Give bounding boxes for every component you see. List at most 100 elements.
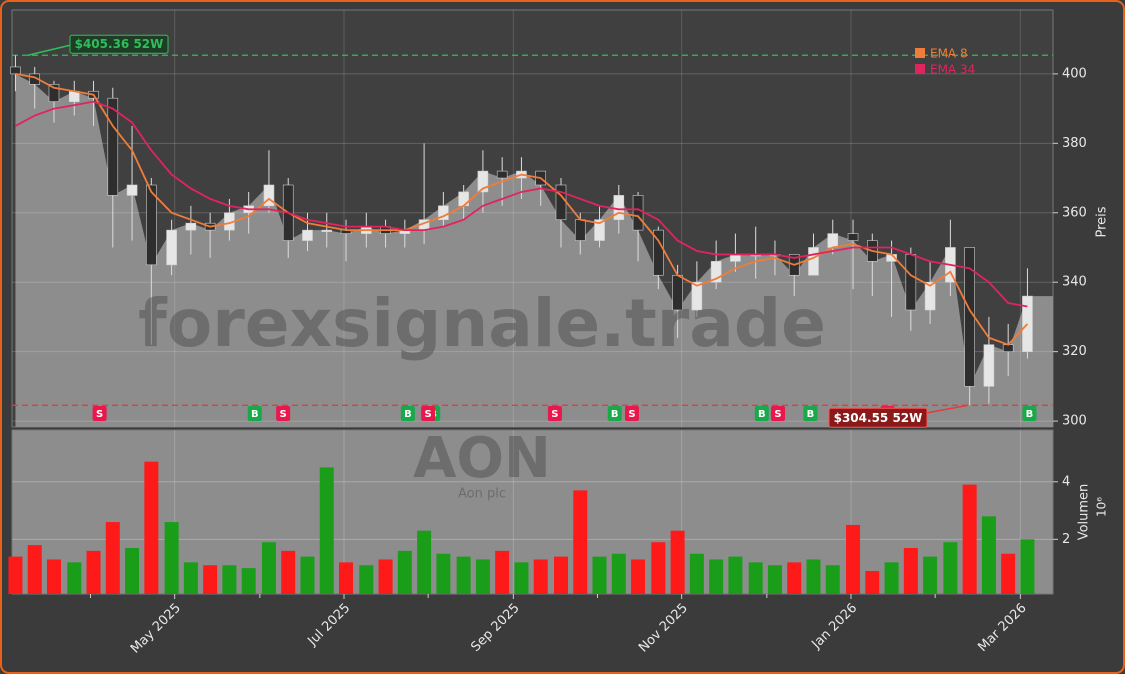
candle-body	[653, 229, 664, 276]
volume-bar	[300, 556, 315, 594]
signal-label: B	[807, 409, 815, 420]
signal-marker	[624, 406, 639, 421]
candle-body	[847, 233, 859, 241]
price-area	[15, 73, 1054, 427]
volume-bar	[533, 559, 548, 594]
volume-bar	[144, 461, 159, 594]
volume-bar	[164, 522, 179, 594]
volume-bar	[709, 559, 724, 594]
volume-bar	[436, 553, 451, 594]
candle-body	[827, 233, 839, 248]
candle-body	[166, 229, 177, 266]
volume-bar	[46, 559, 61, 594]
candle-body	[613, 195, 625, 221]
volume-bar	[359, 565, 374, 594]
volume-multiplier: 10⁶	[1095, 497, 1109, 517]
candle-body	[710, 261, 722, 283]
high-52w-label: $405.36 52W	[75, 37, 164, 51]
signal-marker	[607, 406, 622, 421]
volume-bar	[27, 545, 42, 594]
candle-body	[555, 184, 567, 221]
volume-bar	[417, 530, 432, 594]
volume-bar	[1001, 553, 1016, 594]
volume-bar	[203, 565, 218, 594]
candle-body	[730, 254, 741, 262]
volume-bar	[125, 547, 140, 594]
signal-label: S	[280, 409, 287, 420]
volume-bar	[943, 542, 958, 594]
volume-bar	[748, 562, 763, 594]
volume-bar	[475, 559, 490, 594]
candle-body	[574, 219, 586, 241]
signal-marker	[421, 406, 436, 421]
y-tick-label: 400	[1062, 66, 1087, 81]
y-tick-label: 2	[1062, 532, 1070, 547]
candle-body	[632, 195, 644, 231]
volume-bar	[611, 553, 626, 594]
volume-bar	[903, 547, 918, 594]
legend-label: EMA 34	[930, 63, 975, 77]
signal-marker	[400, 406, 415, 421]
volume-bar	[670, 530, 685, 594]
volume-bar	[183, 562, 198, 594]
signal-label: B	[611, 409, 619, 420]
signal-label: S	[425, 409, 432, 420]
candle-body	[146, 184, 157, 266]
low-52w-arrow	[924, 404, 969, 415]
ema-line	[15, 73, 1029, 346]
volume-bar	[319, 467, 334, 594]
candle-body	[263, 184, 275, 207]
volume-bar	[728, 556, 743, 594]
volume-bar	[456, 556, 471, 594]
y-tick-label: 360	[1062, 205, 1087, 220]
signal-marker	[547, 406, 562, 421]
candle-body	[10, 66, 21, 75]
y-axis-label: Preis	[1095, 206, 1110, 237]
signal-marker	[247, 406, 262, 421]
signal-label: S	[551, 409, 558, 420]
low-52w-label: $304.55 52W	[834, 411, 923, 425]
signal-label: S	[628, 409, 635, 420]
y-tick-label: 380	[1062, 136, 1087, 151]
volume-bar	[884, 562, 899, 594]
signal-marker	[1022, 406, 1037, 421]
signal-label: S	[774, 409, 781, 420]
volume-bar	[553, 556, 568, 594]
signal-marker	[92, 406, 107, 421]
candle-body	[68, 90, 80, 102]
volume-bar	[689, 553, 704, 594]
candle-body	[126, 184, 138, 196]
ema-line	[15, 100, 1028, 308]
signal-marker	[803, 406, 818, 421]
volume-axis-label: Volumen	[1077, 484, 1092, 541]
candle-body	[48, 84, 60, 102]
candle-body	[905, 254, 917, 311]
candle-body	[477, 170, 489, 193]
volume-bar	[981, 516, 996, 594]
signal-label: B	[1026, 409, 1034, 420]
volume-bar	[592, 556, 607, 594]
volume-bar	[806, 559, 821, 594]
watermark-symbol: AON	[413, 426, 551, 491]
volume-bar	[378, 559, 393, 594]
candle-body	[691, 281, 703, 311]
candle-body	[496, 170, 508, 179]
signal-marker	[754, 406, 769, 421]
volume-bar	[825, 565, 840, 594]
volume-bar	[339, 562, 354, 594]
signal-label: B	[758, 409, 766, 420]
volume-bar	[846, 524, 861, 594]
candle-body	[321, 229, 333, 232]
volume-bar	[514, 562, 529, 594]
volume-bar	[241, 568, 256, 594]
candle-body	[302, 229, 313, 241]
volume-bar	[105, 522, 120, 594]
volume-bar	[865, 570, 880, 594]
candle-body	[594, 219, 605, 241]
volume-bar	[651, 542, 666, 594]
y-tick-label: 4	[1062, 474, 1070, 489]
volume-bar	[281, 550, 296, 594]
candle-body	[983, 344, 995, 387]
candle-body	[185, 222, 197, 231]
